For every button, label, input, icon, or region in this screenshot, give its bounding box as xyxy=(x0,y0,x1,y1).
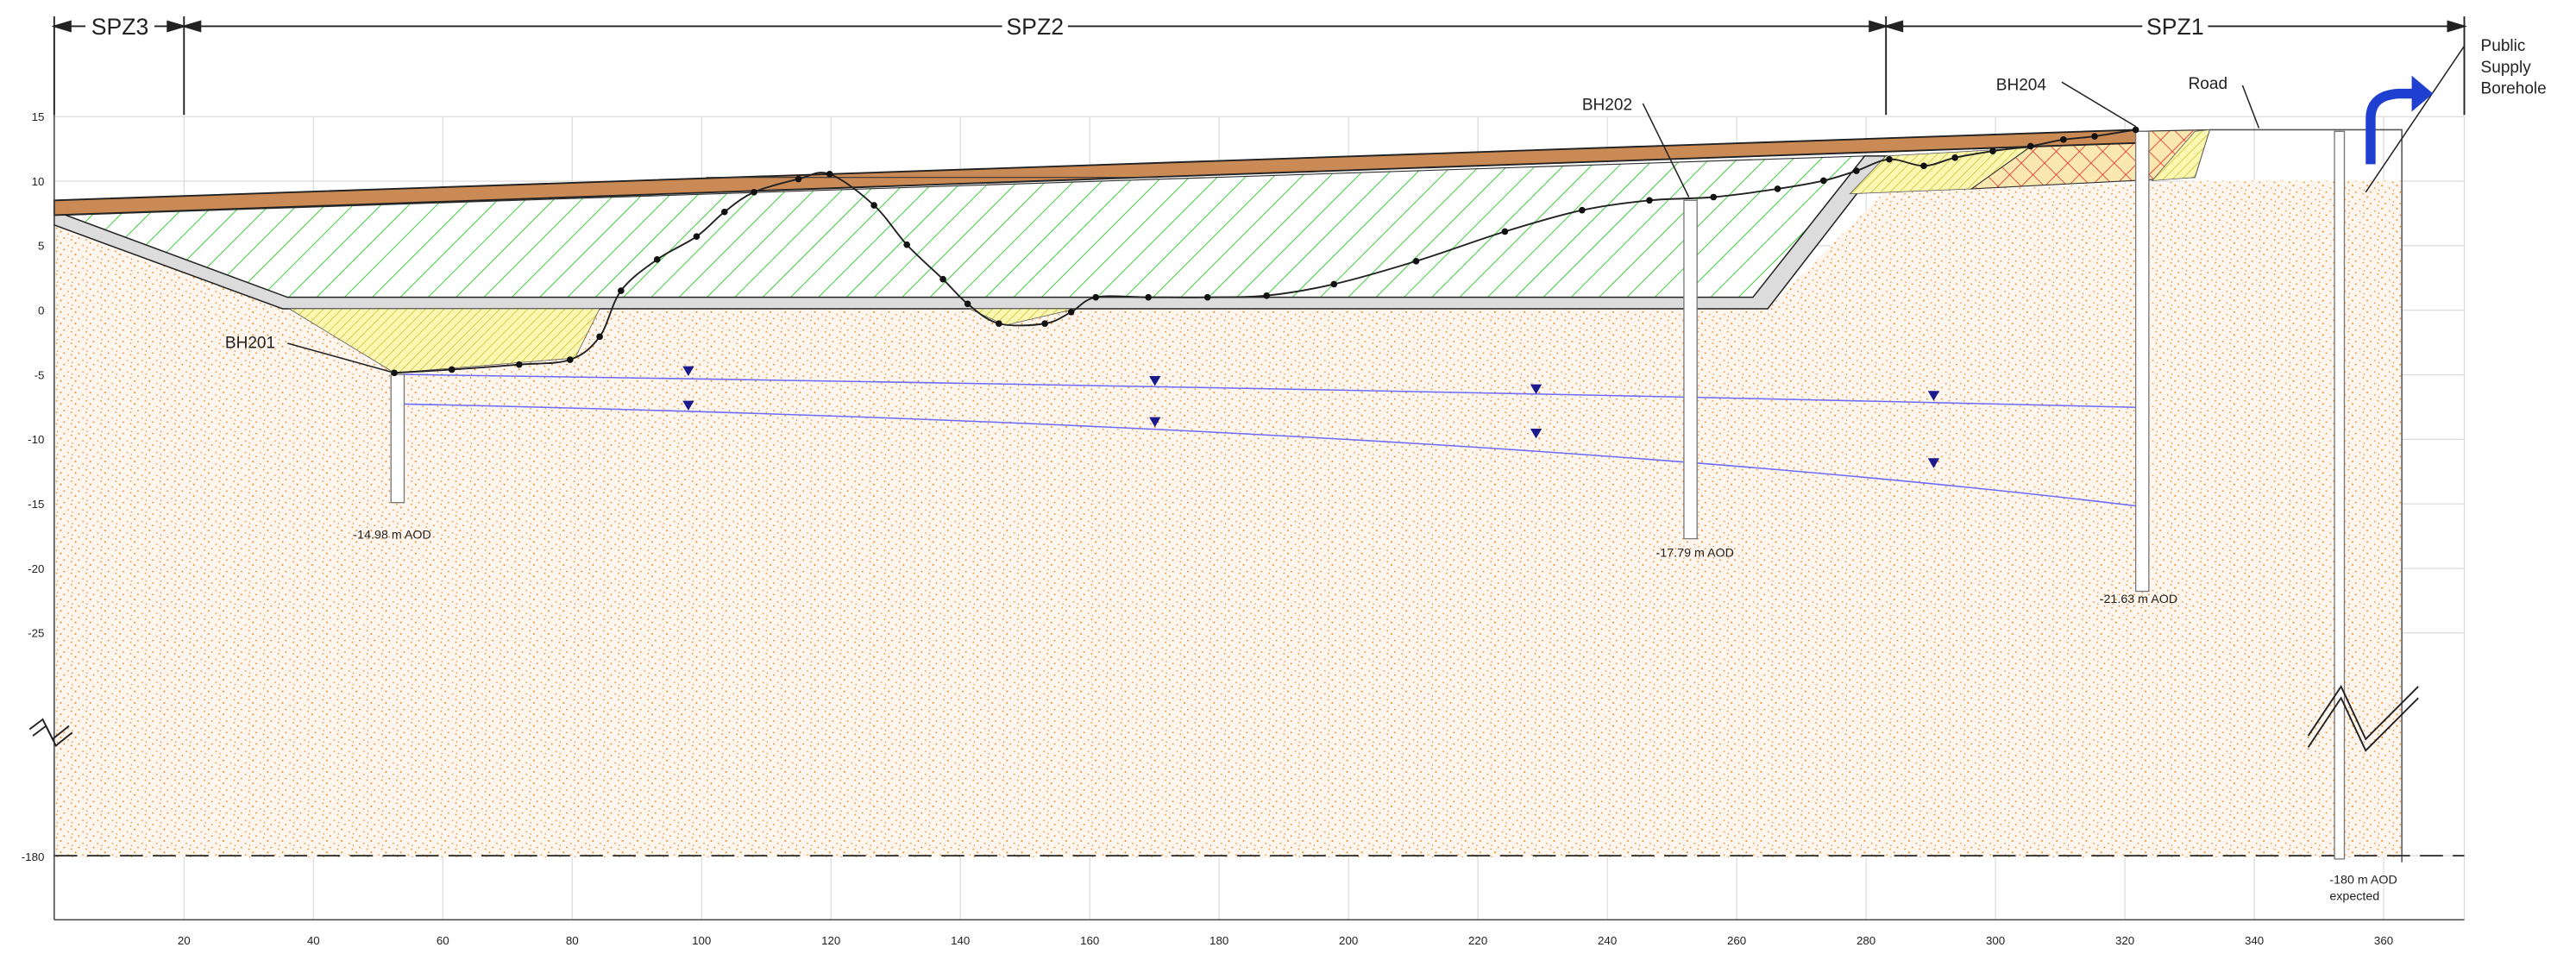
y-tick-label: -15 xyxy=(28,498,44,511)
depth-note: expected xyxy=(2329,889,2379,903)
profile-point xyxy=(1989,147,1996,154)
arrow-head xyxy=(1886,22,1902,31)
depth-label: -21.63 m AOD xyxy=(2100,593,2177,606)
y-tick-label: 5 xyxy=(38,240,44,253)
y-tick-label: 15 xyxy=(32,110,45,123)
profile-point xyxy=(1886,156,1893,163)
profile-point xyxy=(1775,185,1781,192)
profile-point xyxy=(567,356,574,363)
profile-point xyxy=(826,171,833,178)
arrow-head xyxy=(2447,22,2464,31)
supply-label: Supply xyxy=(2481,59,2532,77)
borehole xyxy=(2334,131,2344,859)
profile-point xyxy=(1502,229,1509,235)
profile-point xyxy=(939,276,946,283)
zone-label: SPZ2 xyxy=(1006,14,1064,40)
profile-point xyxy=(2027,143,2034,150)
profile-point xyxy=(1820,178,1827,185)
profile-point xyxy=(694,233,701,240)
x-tick-label: 140 xyxy=(951,934,970,947)
x-tick-label: 260 xyxy=(1727,934,1746,947)
arrow-head xyxy=(184,22,200,31)
profile-point xyxy=(721,209,728,216)
profile-point xyxy=(1263,292,1270,299)
supply-arrow-head xyxy=(2412,76,2434,112)
profile-point xyxy=(1646,198,1653,204)
profile-point xyxy=(1579,207,1586,214)
borehole xyxy=(391,374,404,503)
zone-bar xyxy=(54,16,2465,115)
x-tick-label: 120 xyxy=(821,934,840,947)
profile-point xyxy=(1204,294,1211,301)
profile-point xyxy=(1092,294,1099,301)
x-tick-label: 360 xyxy=(2374,934,2393,947)
profile-point xyxy=(1145,294,1152,301)
arrow-head xyxy=(54,22,71,31)
x-tick-label: 340 xyxy=(2245,934,2264,947)
profile-point xyxy=(596,334,603,341)
borehole-label: BH202 xyxy=(1582,97,1632,115)
profile-point xyxy=(964,300,971,307)
profile-point xyxy=(1710,194,1717,201)
borehole xyxy=(2136,131,2149,591)
body: SPZ3 SPZ2 SPZ1 BH201 BH202 BH204 -14.98 … xyxy=(0,0,2576,960)
y-tick-label: -10 xyxy=(28,433,44,446)
depth-label: -180 m AOD xyxy=(2329,873,2397,887)
x-tick-label: 300 xyxy=(1986,934,2005,947)
supply-label: Public xyxy=(2481,37,2526,55)
profile-point xyxy=(1068,309,1075,316)
profile-point xyxy=(2133,127,2139,134)
zone-label: SPZ1 xyxy=(2146,14,2204,40)
x-tick-label: 80 xyxy=(566,934,579,947)
leader xyxy=(2062,82,2136,126)
leader xyxy=(2242,85,2259,129)
y-tick-label: -5 xyxy=(35,368,45,381)
profile-point xyxy=(1920,163,1927,170)
profile-point xyxy=(996,320,1002,327)
profile-point xyxy=(654,256,661,263)
profile-point xyxy=(449,367,456,373)
y-tick-label: -20 xyxy=(28,562,44,575)
profile-point xyxy=(1413,258,1420,265)
x-tick-label: 60 xyxy=(437,934,449,947)
x-tick-label: 220 xyxy=(1468,934,1487,947)
x-tick-label: 40 xyxy=(307,934,320,947)
profile-point xyxy=(1041,320,1048,327)
borehole-label: BH204 xyxy=(1996,77,2047,95)
y-tick-label: 0 xyxy=(38,304,44,317)
supply-label: Borehole xyxy=(2481,80,2547,98)
x-tick-label: 100 xyxy=(692,934,711,947)
borehole-label: BH201 xyxy=(225,335,275,353)
road-label: Road xyxy=(2189,75,2228,93)
page: Cross section {"zones": ["SPZ3", "SPZ2",… xyxy=(0,0,2576,960)
zone-label: SPZ3 xyxy=(91,14,149,40)
y-tick-label: 10 xyxy=(32,175,45,188)
profile-point xyxy=(618,287,625,294)
y-tick-label: -25 xyxy=(28,627,44,640)
leader xyxy=(2366,46,2464,191)
profile-point xyxy=(1853,167,1860,174)
x-tick-label: 180 xyxy=(1209,934,1228,947)
profile-point xyxy=(1951,154,1958,161)
x-tick-label: 160 xyxy=(1080,934,1099,947)
depth-label: -14.98 m AOD xyxy=(353,529,430,543)
profile-point xyxy=(2060,136,2067,143)
profile-point xyxy=(903,242,910,248)
y-tick-label: -180 xyxy=(22,850,45,863)
profile-point xyxy=(516,361,523,368)
cross-section: SPZ3 SPZ2 SPZ1 BH201 BH202 BH204 -14.98 … xyxy=(0,0,2576,960)
profile-point xyxy=(870,202,877,209)
x-tick-label: 200 xyxy=(1339,934,1358,947)
profile-point xyxy=(1331,281,1338,288)
borehole xyxy=(1684,200,1697,538)
profile-point xyxy=(751,189,757,196)
profile-point xyxy=(2091,133,2098,140)
x-tick-label: 20 xyxy=(178,934,191,947)
x-tick-label: 240 xyxy=(1598,934,1617,947)
profile-point xyxy=(795,176,802,183)
x-tick-label: 280 xyxy=(1857,934,1875,947)
x-tick-label: 320 xyxy=(2115,934,2134,947)
depth-label: -17.79 m AOD xyxy=(1656,547,1734,561)
